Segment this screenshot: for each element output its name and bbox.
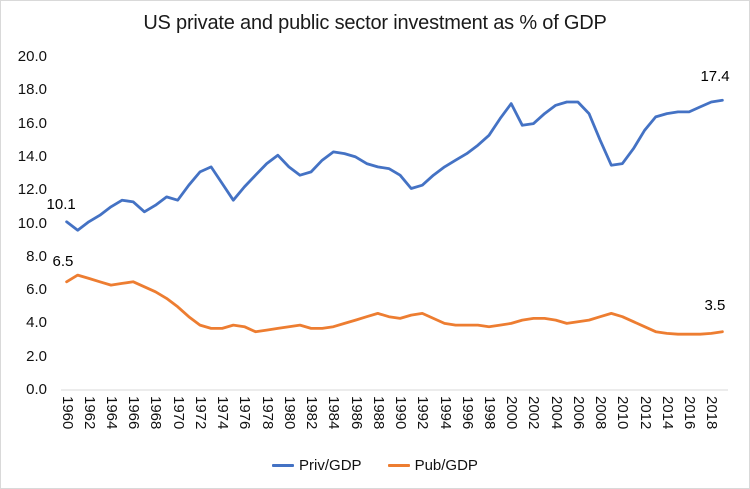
y-tick-label: 8.0 bbox=[26, 247, 47, 265]
x-tick-label: 2004 bbox=[547, 396, 565, 430]
priv-line-swatch bbox=[272, 464, 295, 467]
y-tick-label: 0.0 bbox=[26, 381, 47, 398]
x-tick-label: 1976 bbox=[236, 396, 254, 430]
chart-title: US private and public sector investment … bbox=[143, 12, 607, 34]
y-tick-label: 4.0 bbox=[26, 314, 47, 332]
legend-item-priv: Priv/GDP bbox=[272, 457, 362, 474]
x-tick-label: 1964 bbox=[103, 396, 121, 430]
x-tick-label: 1962 bbox=[80, 396, 98, 430]
x-tick-label: 2018 bbox=[703, 396, 721, 430]
x-tick-label: 2014 bbox=[658, 396, 676, 430]
x-tick-label: 1960 bbox=[58, 396, 76, 430]
x-tick-label: 2010 bbox=[614, 396, 632, 430]
x-tick-label: 2006 bbox=[569, 396, 587, 430]
x-tick-label: 1986 bbox=[347, 396, 365, 430]
pub-line-swatch bbox=[387, 464, 410, 467]
x-tick-label: 1984 bbox=[325, 396, 343, 430]
x-tick-label: 1968 bbox=[147, 396, 165, 430]
y-tick-label: 14.0 bbox=[17, 147, 47, 165]
data-label: 10.1 bbox=[46, 195, 76, 213]
legend: Priv/GDP Pub/GDP bbox=[1, 457, 749, 474]
y-tick-label: 12.0 bbox=[17, 181, 47, 199]
y-tick-label: 10.0 bbox=[17, 214, 47, 232]
legend-item-pub: Pub/GDP bbox=[387, 457, 478, 474]
y-tick-label: 2.0 bbox=[26, 347, 47, 365]
x-tick-label: 2012 bbox=[636, 396, 654, 430]
x-tick-label: 1970 bbox=[169, 396, 187, 430]
x-tick-label: 1972 bbox=[191, 396, 209, 430]
y-tick-label: 16.0 bbox=[17, 114, 47, 132]
legend-label-pub: Pub/GDP bbox=[414, 457, 478, 474]
x-tick-label: 2016 bbox=[681, 396, 699, 430]
data-label: 3.5 bbox=[704, 296, 726, 314]
x-tick-label: 1978 bbox=[258, 396, 276, 430]
x-tick-label: 2008 bbox=[592, 396, 610, 430]
x-tick-label: 2002 bbox=[525, 396, 543, 430]
x-tick-label: 1982 bbox=[303, 396, 321, 430]
y-tick-label: 18.0 bbox=[17, 81, 47, 99]
y-tick-label: 6.0 bbox=[26, 281, 47, 299]
x-tick-label: 1990 bbox=[392, 396, 410, 430]
x-tick-label: 1966 bbox=[125, 396, 143, 430]
x-tick-label: 1998 bbox=[480, 396, 498, 430]
x-tick-label: 1994 bbox=[436, 396, 454, 430]
series-line-pub-gdp bbox=[65, 273, 724, 336]
legend-label-priv: Priv/GDP bbox=[299, 457, 362, 474]
data-label: 6.5 bbox=[52, 252, 74, 270]
x-tick-label: 1988 bbox=[369, 396, 387, 430]
data-label: 17.4 bbox=[700, 68, 730, 86]
x-tick-label: 1980 bbox=[280, 396, 298, 430]
x-tick-label: 1974 bbox=[214, 396, 232, 430]
x-tick-label: 1996 bbox=[458, 396, 476, 430]
x-tick-label: 2000 bbox=[503, 396, 521, 430]
series-line-priv-gdp bbox=[65, 98, 724, 232]
x-tick-label: 1992 bbox=[414, 396, 432, 430]
y-tick-label: 20.0 bbox=[17, 48, 47, 65]
